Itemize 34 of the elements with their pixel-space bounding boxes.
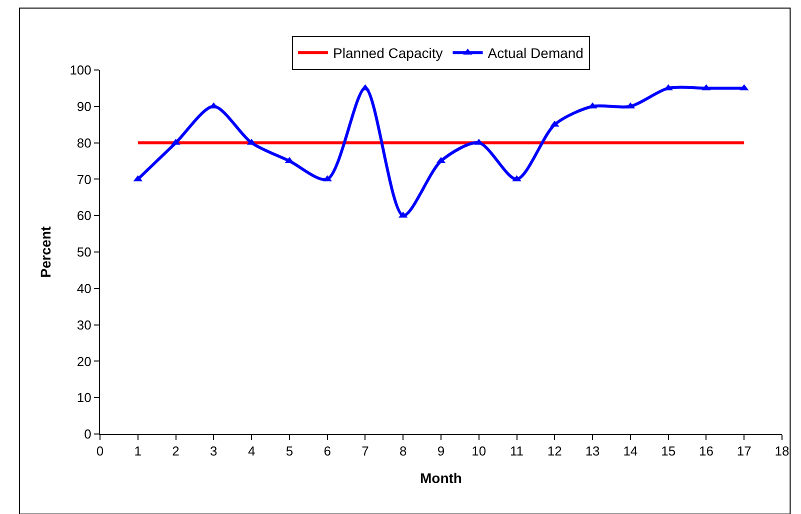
x-tick-label: 10 xyxy=(472,444,486,459)
y-tick-label: 20 xyxy=(76,354,92,369)
x-tick-label: 16 xyxy=(698,444,714,459)
y-tick-label: 70 xyxy=(76,172,92,187)
y-tick-label: 10 xyxy=(76,390,92,406)
x-tick-label: 15 xyxy=(661,444,676,459)
x-tick-label: 11 xyxy=(510,444,524,459)
y-axis-title: Percent xyxy=(37,226,54,278)
x-tick-label: 8 xyxy=(399,444,407,459)
x-tick-label: 14 xyxy=(623,444,638,459)
y-tick-label: 40 xyxy=(76,280,92,296)
x-tick-label: 3 xyxy=(210,444,218,459)
x-tick-label: 9 xyxy=(437,444,445,459)
y-tick-label: 50 xyxy=(76,244,92,260)
x-tick-label: 0 xyxy=(96,444,104,459)
x-tick-label: 2 xyxy=(172,444,180,459)
y-tick-label: 80 xyxy=(76,135,92,150)
y-tick-label: 100 xyxy=(70,62,92,78)
x-tick-label: 12 xyxy=(547,444,562,459)
x-tick-label: 18 xyxy=(774,444,790,459)
x-tick-label: 13 xyxy=(585,444,600,459)
y-tick-label: 60 xyxy=(76,208,92,224)
legend-label: Actual Demand xyxy=(488,45,584,62)
y-tick-label: 90 xyxy=(76,98,92,114)
x-tick-label: 5 xyxy=(286,444,294,459)
legend-label: Planned Capacity xyxy=(333,45,443,62)
x-tick-label: 17 xyxy=(736,444,752,459)
y-tick-label: 0 xyxy=(84,426,92,442)
x-tick-label: 1 xyxy=(134,444,142,459)
x-axis-title: Month xyxy=(420,470,462,486)
y-tick-label: 30 xyxy=(76,317,92,332)
x-tick-label: 7 xyxy=(362,444,369,459)
x-tick-label: 4 xyxy=(248,444,256,459)
x-tick-label: 6 xyxy=(324,444,331,459)
